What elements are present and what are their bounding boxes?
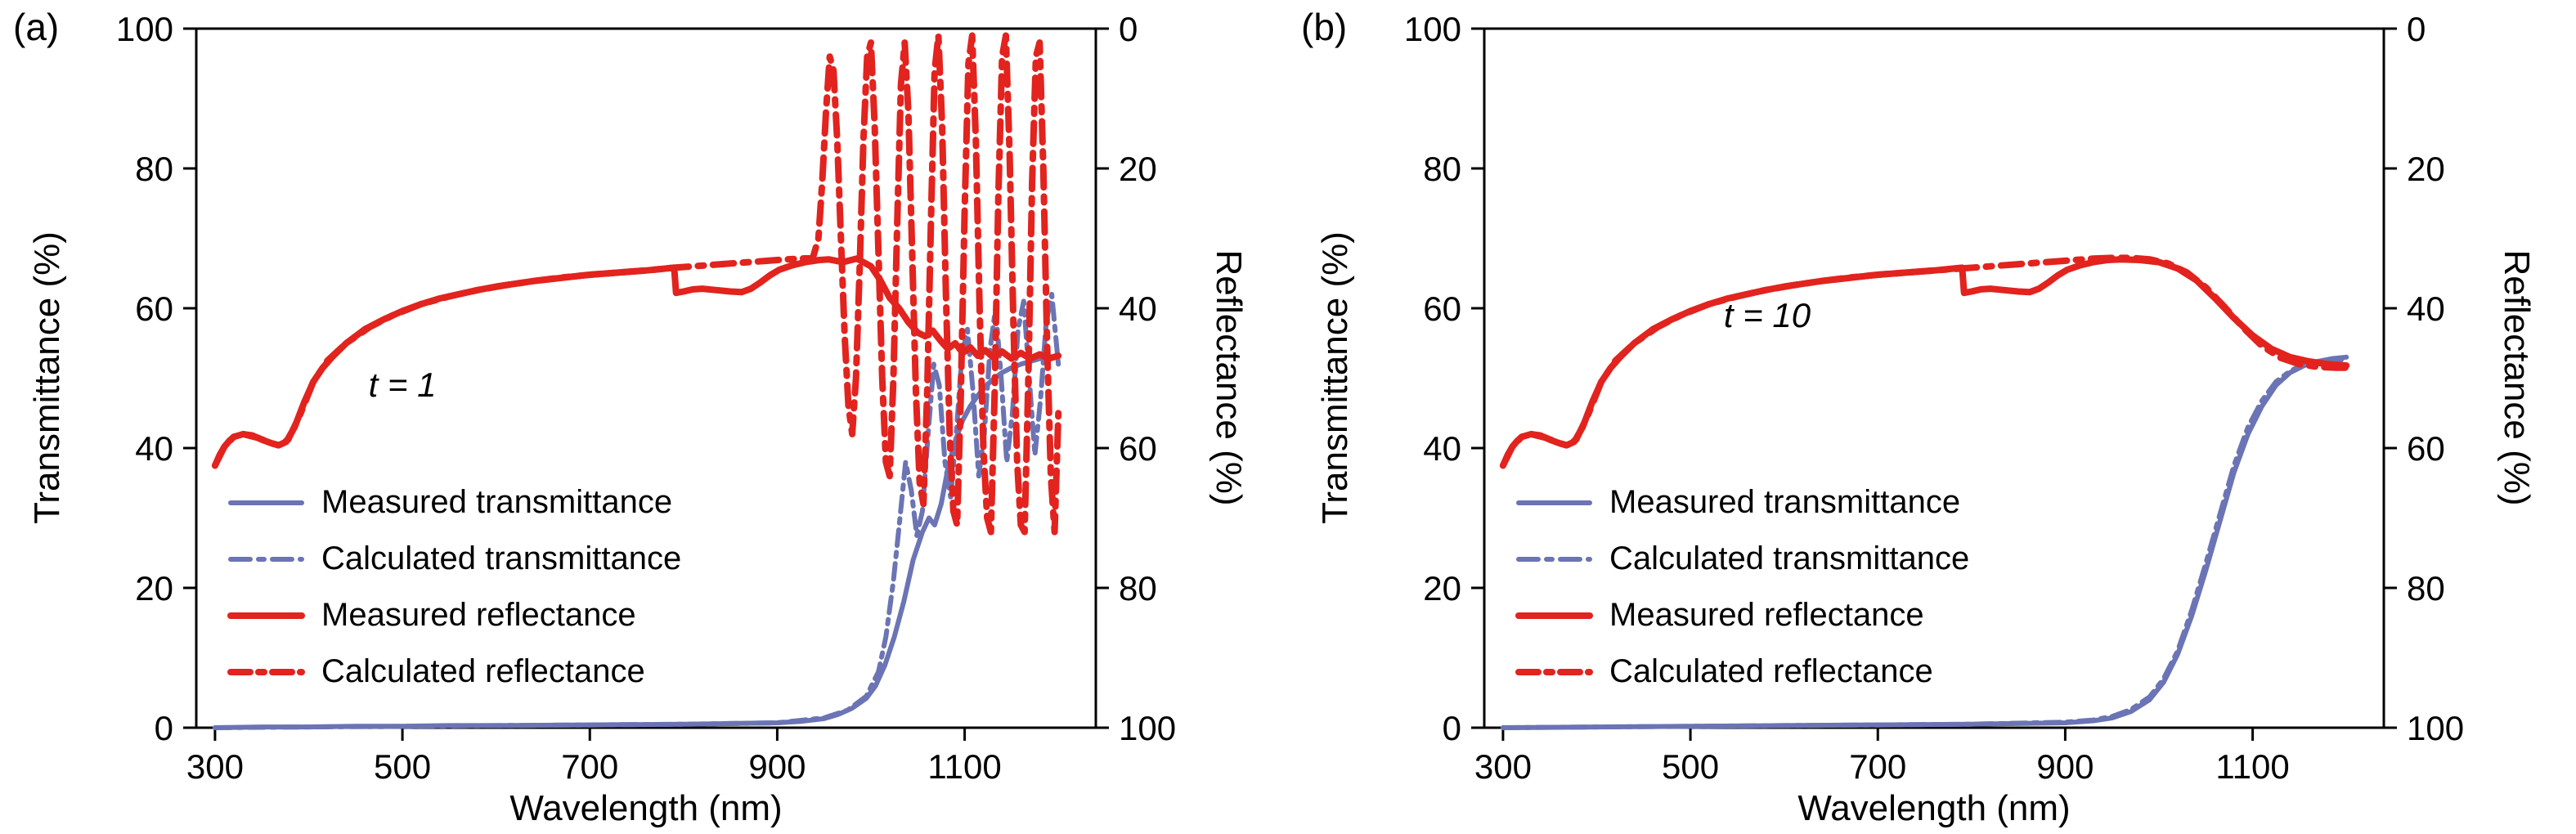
x-tick-label: 1100 <box>927 747 1001 786</box>
y-left-tick-label: 100 <box>116 10 173 48</box>
y-right-tick-label: 0 <box>1119 10 1138 48</box>
y-left-tick-label: 100 <box>1404 10 1461 48</box>
legend-line-measured-transmittance-icon <box>1516 500 1592 505</box>
legend-item-measured-reflectance: Measured reflectance <box>1515 592 1969 639</box>
panel-label-b: (b) <box>1301 6 1348 48</box>
x-tick-label: 500 <box>1662 747 1719 786</box>
x-tick-label: 300 <box>186 747 244 786</box>
panel-a: 300 500 700 900 1100 0 20 40 60 80 100 0 20 40 60 80 100… <box>13 6 1249 828</box>
y-left-tick-label: 40 <box>135 429 173 468</box>
legend-label: Measured reflectance <box>1609 597 1924 633</box>
legend-line-measured-reflectance-icon <box>227 612 305 619</box>
x-tick-label: 900 <box>2036 747 2094 786</box>
legend-item-measured-transmittance: Measured transmittance <box>1515 479 1969 526</box>
legend-label: Measured reflectance <box>321 597 636 633</box>
panel-b: 300 500 700 900 1100 0 20 40 60 80 100 0 20 40 60 80 100… <box>1288 0 2576 834</box>
left-axis-title: Transmittance (%) <box>1315 231 1355 524</box>
x-tick-label: 700 <box>1849 747 1906 786</box>
series-calculated-transmittance <box>212 291 1061 730</box>
y-left-tick-label: 60 <box>135 289 173 328</box>
legend-label: Calculated transmittance <box>321 540 682 576</box>
series-calculated-reflectance <box>1499 254 2350 469</box>
legend-line-measured-reflectance-icon <box>1515 612 1593 619</box>
y-right-tick-label: 40 <box>1119 289 1157 328</box>
right-axis-title: Reflectance (%) <box>2497 249 2537 506</box>
y-right-tick-label: 80 <box>2407 569 2445 608</box>
y-left-tick-label: 40 <box>1423 429 1461 468</box>
thickness-annotation: t = 10 <box>1723 295 1811 334</box>
x-tick-label: 300 <box>1474 747 1532 786</box>
legend-label: Measured transmittance <box>1609 484 1961 520</box>
x-axis-title: Wavelength (nm) <box>1797 788 2071 828</box>
y-left-tick-label: 0 <box>1443 709 1461 747</box>
legend-line-calculated-reflectance-icon <box>227 668 305 675</box>
x-tick-label: 700 <box>561 747 618 786</box>
y-right-tick-label: 100 <box>2407 709 2464 747</box>
legend-item-calculated-reflectance: Calculated reflectance <box>227 648 681 695</box>
panel-label-a: (a) <box>13 6 60 48</box>
legend-item-measured-reflectance: Measured reflectance <box>227 592 681 639</box>
legend-item-calculated-transmittance: Calculated transmittance <box>227 536 681 582</box>
series-measured-reflectance <box>1499 256 2350 469</box>
plot-frame <box>195 27 1097 729</box>
left-axis-title: Transmittance (%) <box>27 231 67 524</box>
legend-line-calculated-transmittance-icon <box>228 556 304 562</box>
y-left-tick-label: 80 <box>135 150 173 188</box>
y-left-tick-label: 80 <box>1423 150 1461 188</box>
x-tick-label: 900 <box>748 747 806 786</box>
y-left-tick-label: 20 <box>1423 569 1461 608</box>
series-calculated-transmittance <box>1500 357 2349 730</box>
y-right-tick-label: 100 <box>1119 709 1176 747</box>
legend-item-measured-transmittance: Measured transmittance <box>227 479 681 526</box>
legend-line-calculated-transmittance-icon <box>1516 556 1592 562</box>
y-left-tick-label: 60 <box>1423 289 1461 328</box>
y-right-tick-label: 40 <box>2407 289 2445 328</box>
x-tick-label: 500 <box>374 747 431 786</box>
legend-item-calculated-reflectance: Calculated reflectance <box>1515 648 1969 695</box>
legend: Measured transmittance Calculated transm… <box>1515 479 1969 695</box>
y-left-tick-label: 0 <box>155 709 173 747</box>
right-axis-title: Reflectance (%) <box>1209 249 1249 506</box>
plot-a: 300 500 700 900 1100 0 20 40 60 80 100 0 20 40 60 80 100 <box>116 10 1176 786</box>
y-right-tick-label: 20 <box>1119 150 1157 188</box>
y-right-tick-label: 0 <box>2407 10 2426 48</box>
legend-label: Calculated transmittance <box>1609 540 1970 576</box>
legend-label: Calculated reflectance <box>1609 653 1933 689</box>
legend-label: Calculated reflectance <box>321 653 645 689</box>
thickness-annotation: t = 1 <box>368 365 437 405</box>
y-left-tick-label: 20 <box>135 569 173 608</box>
legend: Measured transmittance Calculated transm… <box>227 479 681 695</box>
x-tick-label: 1100 <box>2215 747 2289 786</box>
plot-frame <box>1483 27 2385 729</box>
legend-line-measured-transmittance-icon <box>228 500 304 505</box>
legend-item-calculated-transmittance: Calculated transmittance <box>1515 536 1969 582</box>
x-axis-title: Wavelength (nm) <box>509 788 783 828</box>
y-right-tick-label: 80 <box>1119 569 1157 608</box>
y-right-tick-label: 20 <box>2407 150 2445 188</box>
legend-label: Measured transmittance <box>321 484 673 520</box>
y-right-tick-label: 60 <box>1119 429 1157 468</box>
legend-line-calculated-reflectance-icon <box>1515 668 1593 675</box>
plot-b: 300 500 700 900 1100 0 20 40 60 80 100 0 20 40 60 80 100 <box>1404 10 2464 786</box>
y-right-tick-label: 60 <box>2407 429 2445 468</box>
series-calculated-reflectance <box>211 32 1062 536</box>
